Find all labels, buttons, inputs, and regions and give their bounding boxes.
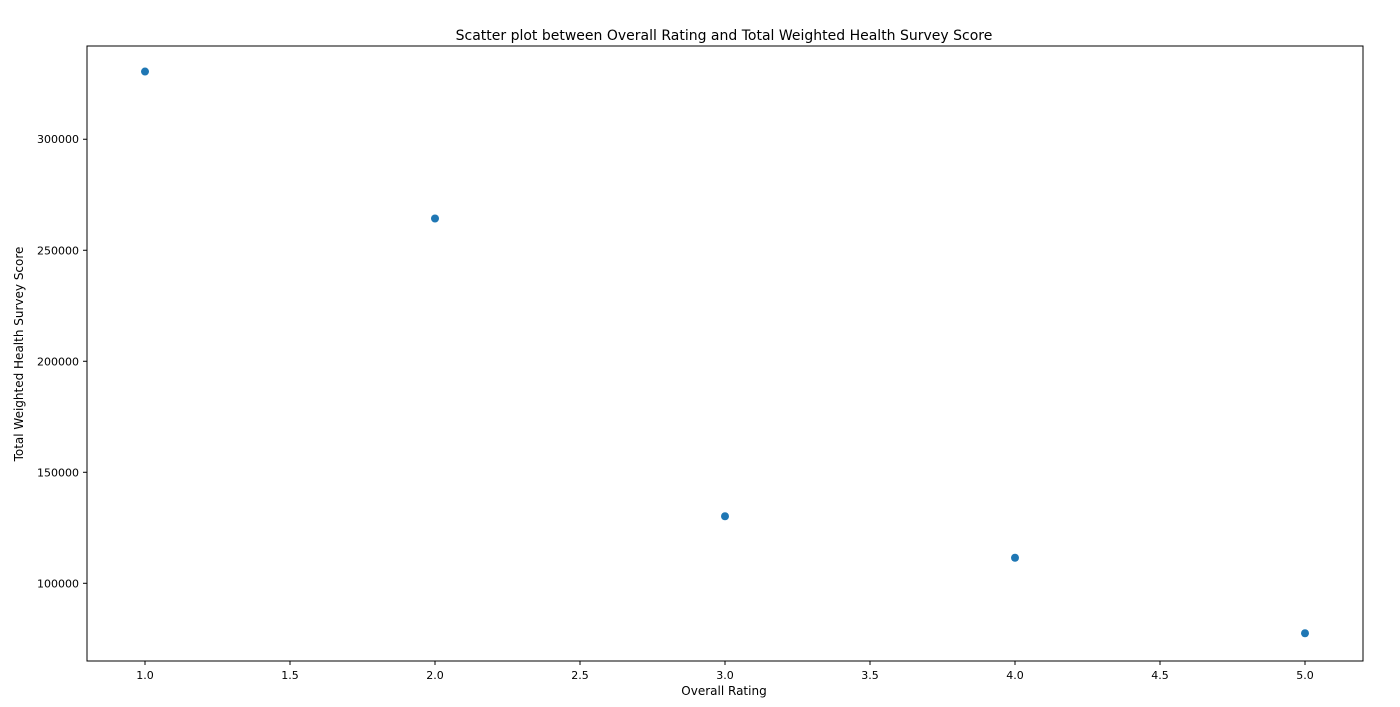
y-axis-label: Total Weighted Health Survey Score	[12, 247, 26, 463]
data-point	[721, 512, 729, 521]
x-tick-label: 3.0	[716, 669, 734, 682]
chart-title: Scatter plot between Overall Rating and …	[456, 28, 993, 44]
x-tick-label: 2.5	[571, 669, 589, 682]
data-point	[141, 67, 149, 76]
y-tick-label: 100000	[37, 577, 79, 590]
data-point	[1301, 629, 1309, 638]
plot-area-frame	[86, 45, 1364, 662]
x-tick-label: 2.0	[426, 669, 444, 682]
data-points	[141, 67, 1309, 638]
x-tick-label: 5.0	[1296, 669, 1314, 682]
x-axis-label: Overall Rating	[681, 684, 766, 698]
x-tick-label: 4.5	[1151, 669, 1169, 682]
y-axis-ticks: 100000 150000 200000 250000 300000	[37, 133, 87, 590]
data-point	[1011, 553, 1019, 562]
y-tick-label: 300000	[37, 133, 79, 146]
data-point	[431, 214, 439, 223]
y-tick-label: 200000	[37, 355, 79, 368]
y-tick-label: 250000	[37, 244, 79, 257]
x-axis-ticks: 1.0 1.5 2.0 2.5 3.0 3.5 4.0 4.5 5.0	[136, 661, 1314, 682]
y-tick-label: 150000	[37, 466, 79, 479]
x-tick-label: 1.5	[281, 669, 299, 682]
x-tick-label: 1.0	[136, 669, 154, 682]
x-tick-label: 4.0	[1006, 669, 1024, 682]
x-tick-label: 3.5	[861, 669, 879, 682]
